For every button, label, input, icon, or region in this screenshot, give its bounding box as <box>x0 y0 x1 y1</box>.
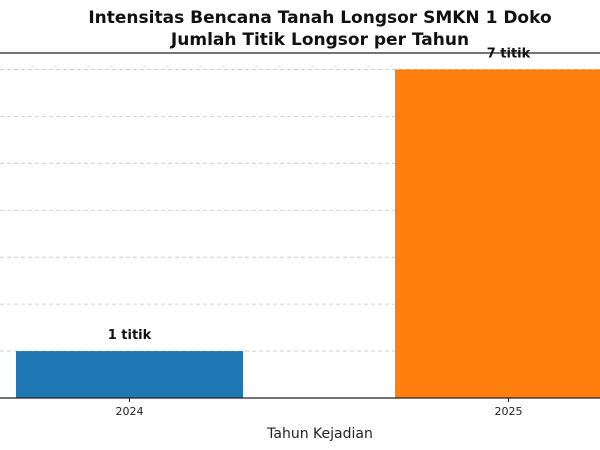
data-label: 7 titik <box>487 46 531 61</box>
data-labels: 1 titik 7 titik <box>108 46 531 343</box>
chart-subtitle: Jumlah Titik Longsor per Tahun <box>170 30 469 50</box>
data-label: 1 titik <box>108 328 152 343</box>
x-tick-label: 2025 <box>495 405 523 418</box>
x-ticks: 2024 2025 <box>116 398 523 418</box>
bar-2025 <box>395 69 600 398</box>
x-tick-label: 2024 <box>116 405 144 418</box>
chart-title: Intensitas Bencana Tanah Longsor SMKN 1 … <box>88 8 551 28</box>
x-axis-label: Tahun Kejadian <box>266 426 373 442</box>
bar-2024 <box>16 351 243 398</box>
bars <box>16 69 600 398</box>
